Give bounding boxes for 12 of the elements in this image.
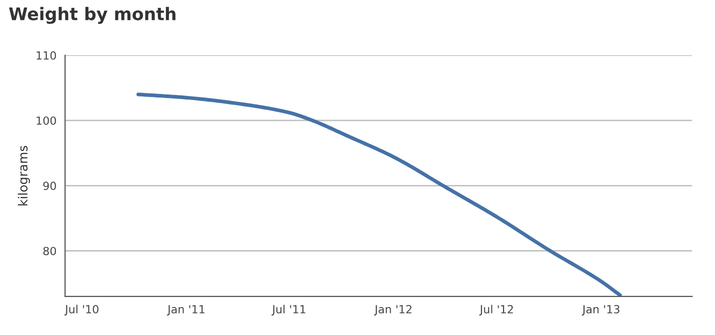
y-tick-label: 110 bbox=[36, 51, 56, 60]
y-axis-title: kilograms bbox=[18, 146, 30, 206]
x-tick-label: Jul '10 bbox=[64, 304, 98, 316]
x-tick-label: Jan '11 bbox=[167, 305, 204, 316]
x-tick-label: Jul '12 bbox=[479, 304, 513, 316]
x-tick-label: Jan '13 bbox=[582, 305, 620, 316]
y-tick-label: 90 bbox=[43, 182, 56, 190]
y-tick-label: 80 bbox=[43, 246, 56, 256]
x-tick-label: Jan '12 bbox=[374, 305, 412, 316]
chart-title: Weight by month bbox=[9, 6, 176, 24]
x-tick-label: Jul '11 bbox=[272, 304, 306, 316]
y-tick-label: 100 bbox=[36, 116, 56, 125]
